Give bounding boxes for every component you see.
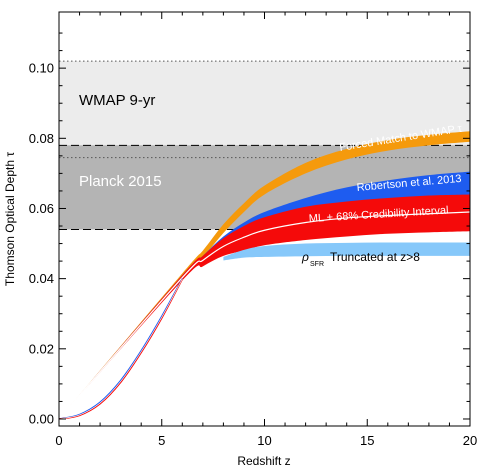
x-tick-label-3: 15	[360, 433, 374, 448]
x-axis-label: Redshift z	[237, 454, 290, 468]
y-tick-label-4: 0.08	[29, 131, 54, 146]
rho-symbol: ρ	[301, 250, 309, 264]
series-band-2	[59, 194, 470, 419]
x-tick-label-2: 10	[257, 433, 271, 448]
y-tick-label-0: 0.00	[29, 411, 54, 426]
x-tick-label-1: 5	[158, 433, 165, 448]
series-band-3	[223, 242, 470, 261]
x-tick-label-0: 0	[55, 433, 62, 448]
axes: 0 5 10 15 20 0.00 0.02 0.04 0.06 0.08 0.10	[29, 12, 477, 448]
y-tick-label-1: 0.02	[29, 341, 54, 356]
planck-label: Planck 2015	[79, 173, 162, 190]
y-tick-label-2: 0.04	[29, 271, 54, 286]
x-tick-label-4: 20	[463, 433, 477, 448]
low-z-curve-robertson	[58, 278, 183, 420]
y-tick-label-3: 0.06	[29, 201, 54, 216]
series-band-0	[59, 131, 470, 419]
ml-line	[58, 211, 471, 420]
low-z-curve-ml	[58, 279, 183, 420]
truncated-label: Truncated at z>8	[330, 250, 420, 264]
model-series	[58, 131, 471, 420]
low-z-curve-ml-centre	[58, 278, 183, 420]
y-axis-label: Thomson Optical Depth τ	[3, 152, 17, 286]
y-tick-label-5: 0.10	[29, 61, 54, 76]
sfr-subscript: SFR	[310, 261, 324, 268]
wmap-label: WMAP 9-yr	[79, 92, 155, 109]
